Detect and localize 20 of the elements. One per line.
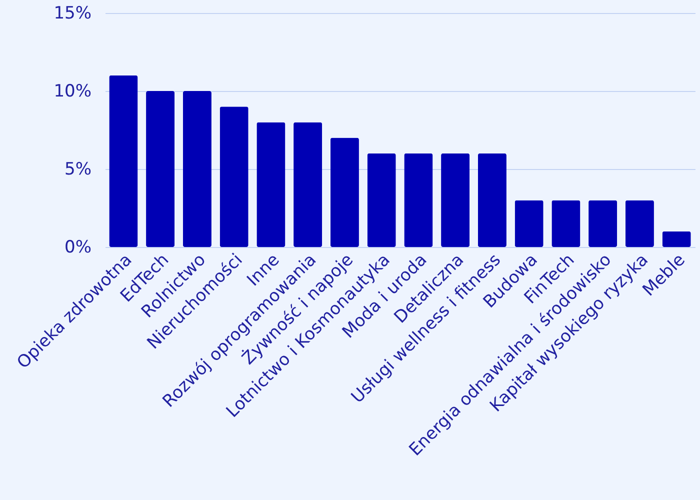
bar — [404, 153, 433, 247]
bar — [256, 122, 286, 247]
bar — [588, 200, 618, 247]
bar — [625, 200, 654, 247]
bar — [478, 153, 506, 247]
bar — [367, 153, 396, 247]
bar — [146, 91, 175, 247]
bar — [294, 122, 322, 247]
bar — [330, 138, 359, 247]
bar — [109, 75, 138, 247]
y-tick-label: 15% — [54, 4, 92, 24]
y-tick-label: 10% — [54, 82, 92, 102]
bar — [182, 91, 212, 247]
y-tick-label: 5% — [64, 160, 92, 180]
y-tick-label: 0% — [64, 238, 92, 258]
bar — [552, 200, 580, 247]
bar — [662, 231, 691, 247]
bar — [514, 200, 544, 247]
bar — [441, 153, 470, 247]
bar — [220, 106, 248, 247]
